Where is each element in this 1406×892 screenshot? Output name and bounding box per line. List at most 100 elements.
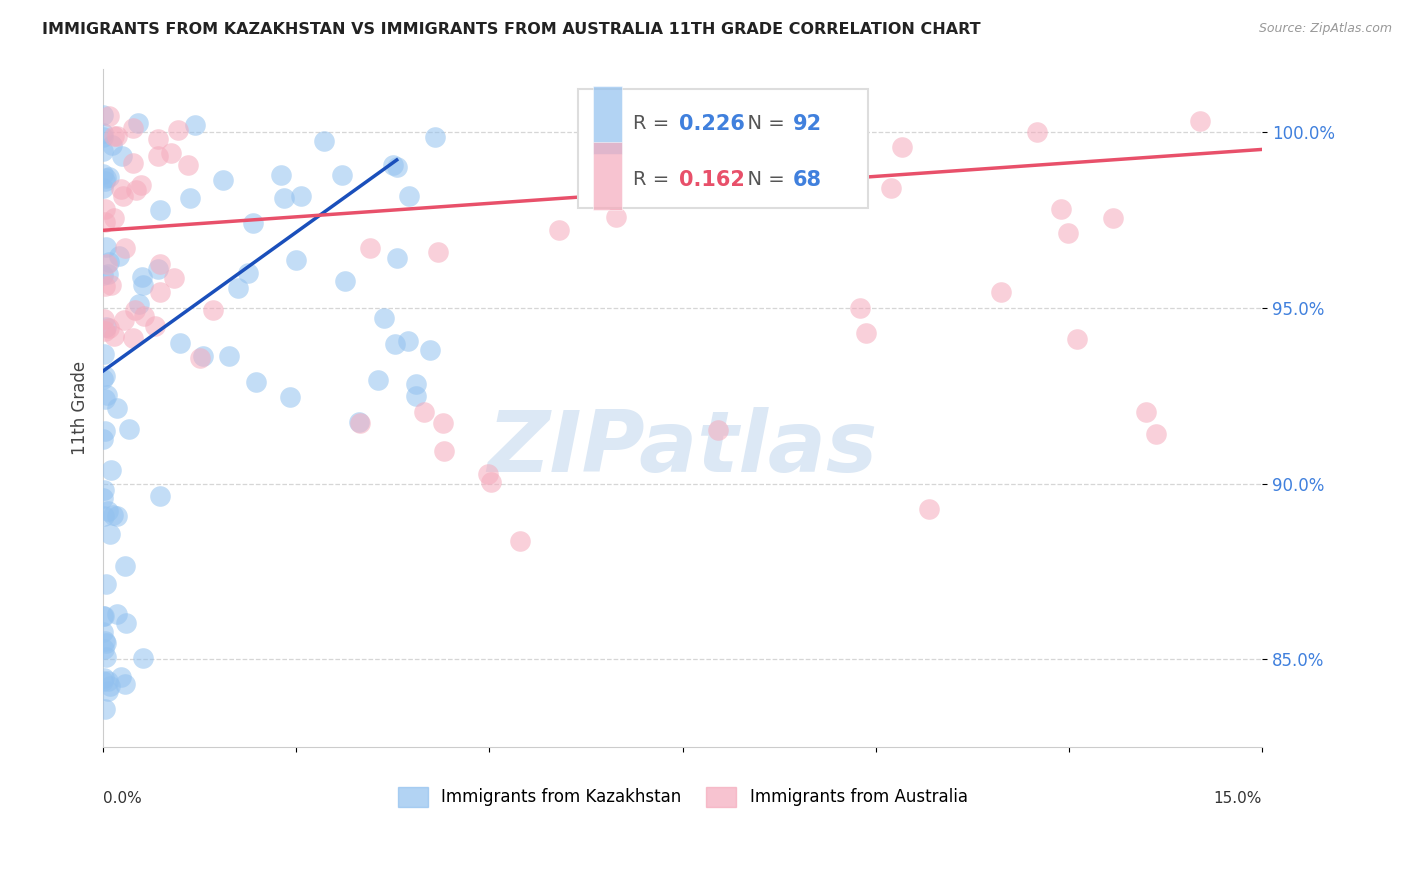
Point [96, 576, 118, 591]
Point [879, 180, 901, 194]
Point [711, 183, 734, 197]
Point [91, 673, 114, 688]
Point [163, 271, 186, 285]
Point [707, 423, 730, 437]
Point [218, 349, 240, 363]
Point [94, 636, 117, 650]
Point [849, 301, 872, 315]
Point [398, 189, 420, 203]
Point [149, 202, 172, 217]
Point [1057, 226, 1080, 240]
Point [94, 215, 117, 229]
Text: 92: 92 [793, 113, 821, 134]
Point [124, 303, 146, 318]
Point [110, 182, 132, 196]
Point [382, 158, 405, 172]
Point [91, 126, 114, 140]
Point [91, 432, 114, 446]
Point [1066, 332, 1088, 346]
Point [118, 422, 141, 436]
Point [405, 389, 427, 403]
Point [105, 128, 128, 143]
Point [359, 241, 381, 255]
Point [91, 181, 114, 195]
Point [94, 392, 117, 406]
Point [96, 388, 118, 402]
Point [100, 277, 122, 292]
Point [91, 268, 114, 282]
Point [385, 160, 408, 174]
Point [91, 491, 114, 505]
Point [97, 109, 120, 123]
Point [114, 240, 136, 254]
Point [169, 336, 191, 351]
Point [91, 108, 114, 122]
Point [94, 170, 117, 185]
Point [110, 669, 132, 683]
Point [93, 671, 115, 685]
Point [1135, 405, 1157, 419]
Point [160, 145, 183, 160]
Point [479, 475, 502, 489]
Point [91, 167, 114, 181]
FancyBboxPatch shape [593, 143, 623, 211]
Point [105, 401, 128, 416]
Point [91, 609, 114, 624]
Point [132, 278, 155, 293]
Point [333, 275, 356, 289]
Text: ZIPatlas: ZIPatlas [488, 407, 877, 491]
Legend: Immigrants from Kazakhstan, Immigrants from Australia: Immigrants from Kazakhstan, Immigrants f… [391, 780, 974, 814]
Point [98, 321, 121, 335]
Point [131, 269, 153, 284]
Point [112, 313, 135, 327]
Point [101, 508, 124, 523]
Point [149, 489, 172, 503]
Point [1101, 211, 1123, 225]
Point [188, 351, 211, 365]
Point [97, 673, 120, 688]
Point [425, 129, 447, 144]
Point [166, 123, 188, 137]
Point [918, 501, 941, 516]
Point [112, 188, 135, 202]
Text: 15.0%: 15.0% [1213, 791, 1263, 806]
Point [114, 558, 136, 573]
Point [245, 375, 267, 389]
Point [93, 311, 115, 326]
Point [105, 607, 128, 621]
Point [91, 372, 114, 386]
Point [94, 425, 117, 439]
Point [98, 169, 121, 184]
Point [1026, 125, 1049, 139]
Point [94, 634, 117, 648]
Point [143, 318, 166, 333]
Text: 68: 68 [793, 169, 821, 190]
Point [548, 223, 571, 237]
Point [148, 285, 170, 299]
Point [290, 189, 312, 203]
Point [177, 157, 200, 171]
Point [412, 405, 434, 419]
Point [193, 349, 215, 363]
Point [148, 132, 170, 146]
Point [91, 145, 114, 159]
Point [93, 608, 115, 623]
Point [149, 257, 172, 271]
Text: 0.226: 0.226 [679, 113, 745, 134]
Point [121, 120, 143, 135]
Point [98, 527, 121, 541]
Point [201, 303, 224, 318]
Text: R =: R = [633, 114, 675, 133]
Point [385, 251, 408, 265]
Point [114, 677, 136, 691]
Point [367, 373, 389, 387]
Point [312, 135, 335, 149]
Point [100, 138, 122, 153]
Point [108, 249, 131, 263]
Point [91, 130, 114, 145]
Point [273, 191, 295, 205]
Point [419, 343, 441, 357]
Point [330, 168, 353, 182]
Point [97, 267, 120, 281]
Point [146, 149, 169, 163]
